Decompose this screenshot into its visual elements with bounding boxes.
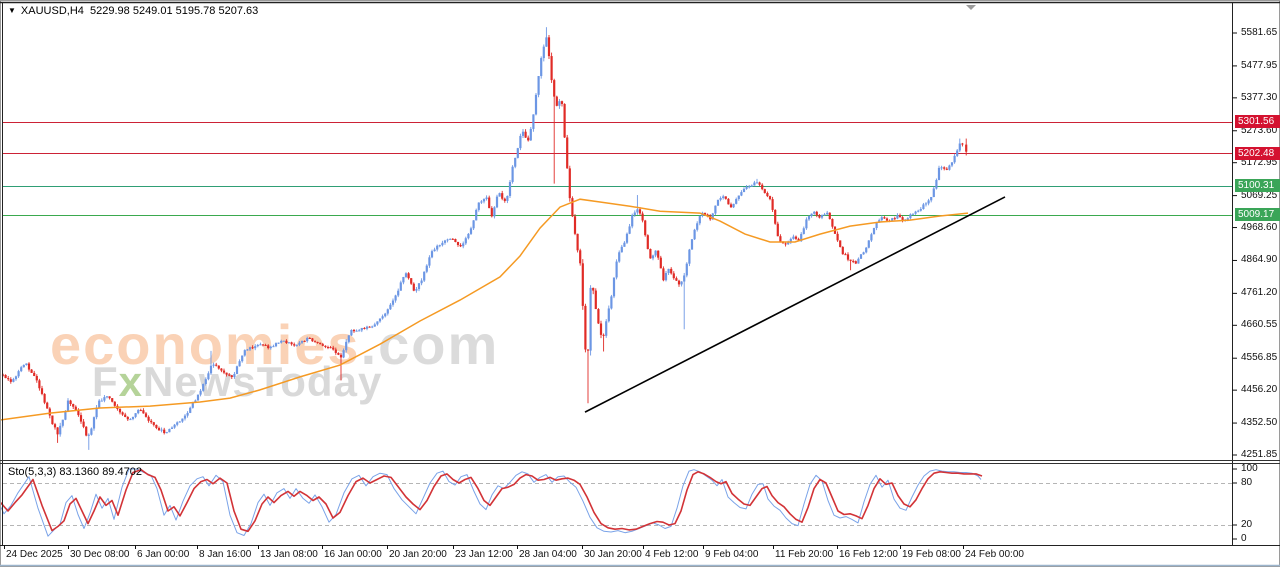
moving-average-line: [0, 198, 969, 421]
watermark-subtitle: FxNewsToday: [92, 358, 383, 405]
title-ohlc-values: 5229.98 5249.01 5195.78 5207.63: [90, 5, 259, 17]
horizontal-price-levels: [3, 122, 1232, 216]
watermark-x-logo: x: [118, 358, 144, 405]
symbol-period: XAUUSD,H4: [20, 5, 84, 17]
stochastic-label: Sto(5,3,3) 83.1360 89.4702: [8, 466, 142, 478]
stochastic-values: 83.1360 89.4702: [59, 466, 142, 478]
symbol-dropdown-icon[interactable]: ▼: [8, 6, 16, 15]
chart-title: ▼ XAUUSD,H4 5229.98 5249.01 5195.78 5207.…: [8, 5, 258, 17]
watermark-brand-suffix: .com: [360, 313, 500, 376]
candlesticks: [1, 27, 968, 450]
watermark-brand: economies.com: [50, 313, 500, 376]
trendline: [584, 196, 1006, 413]
stochastic-panel: [0, 468, 1232, 537]
